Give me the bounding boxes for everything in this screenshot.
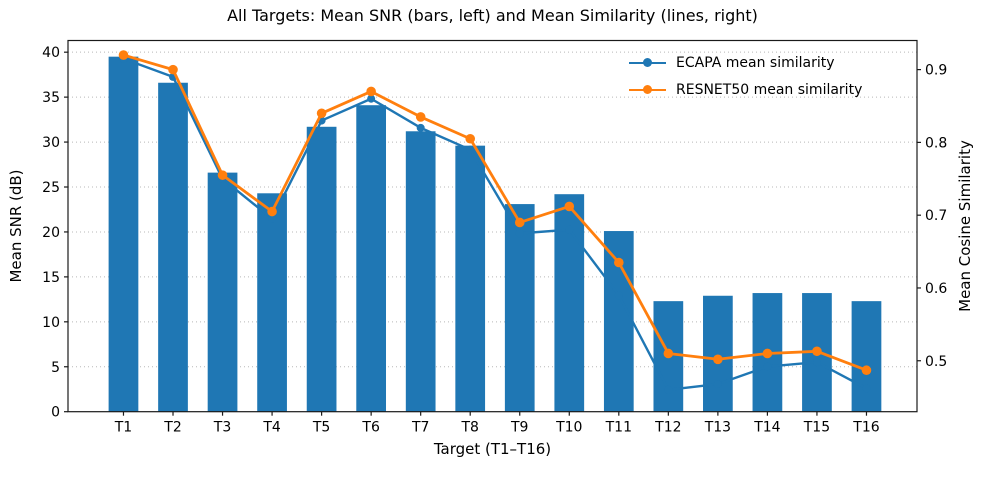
snr-bar-T16 <box>851 301 882 412</box>
ecapa-marker-T6 <box>367 94 376 103</box>
y-axis-label-right: Mean Cosine Similarity <box>956 140 974 312</box>
ecapa-marker-T4 <box>268 214 277 223</box>
x-axis-tick-label: T8 <box>460 420 478 436</box>
resnet50-marker-T3 <box>217 170 228 180</box>
ecapa-line <box>123 57 868 392</box>
ecapa-marker-T14 <box>763 362 772 371</box>
ecapa-marker-T16 <box>862 384 871 393</box>
plot-border <box>67 39 918 413</box>
left-axis-tick-label: 10 <box>42 315 60 331</box>
legend: ECAPA mean similarity RESNET50 mean simi… <box>629 49 862 103</box>
ecapa-marker-T7 <box>416 123 425 132</box>
x-axis-tick-label: T11 <box>605 420 632 436</box>
left-axis-tick-label: 5 <box>51 360 60 376</box>
ecapa-marker-T13 <box>713 380 722 389</box>
x-axis-label: Target (T1–T16) <box>433 440 552 458</box>
ecapa-marker-T12 <box>664 385 673 394</box>
x-axis-tick-label: T1 <box>114 420 132 436</box>
legend-label-ecapa: ECAPA mean similarity <box>676 54 835 71</box>
resnet50-marker-T9 <box>514 217 525 228</box>
ecapa-marker-T11 <box>614 291 623 300</box>
x-axis-tick-label: T14 <box>753 420 780 436</box>
ecapa-marker-T15 <box>812 358 821 367</box>
right-axis-tick-label: 0.9 <box>925 63 947 79</box>
left-axis-tick-label: 35 <box>42 90 60 106</box>
resnet50-line-sample-icon <box>629 85 666 95</box>
ecapa-marker-T8 <box>466 145 475 154</box>
chart-title: All Targets: Mean SNR (bars, left) and M… <box>227 6 758 25</box>
x-axis-tick-label: T15 <box>803 420 830 436</box>
resnet50-marker-T14 <box>762 348 773 359</box>
resnet50-marker-T8 <box>465 133 476 144</box>
right-axis-tick-label: 0.5 <box>925 354 947 370</box>
x-axis-tick-label: T7 <box>411 420 429 436</box>
left-axis-tick-label: 0 <box>51 405 60 421</box>
y-axis-label-left: Mean SNR (dB) <box>7 169 25 283</box>
resnet50-line <box>123 53 867 372</box>
resnet50-marker-T15 <box>812 346 822 357</box>
resnet50-marker-T4 <box>267 206 277 217</box>
right-axis-tick-label: 0.7 <box>925 208 947 224</box>
resnet50-marker-T5 <box>316 108 327 119</box>
right-axis-tick-label: 0.8 <box>925 135 947 151</box>
snr-bar-T9 <box>504 204 535 412</box>
resnet50-marker-T13 <box>713 354 723 365</box>
left-axis-tick-label: 30 <box>42 135 60 151</box>
ecapa-line-sample-icon <box>629 58 666 68</box>
legend-row-ecapa: ECAPA mean similarity <box>629 49 862 76</box>
snr-bar-T3 <box>207 172 238 412</box>
x-axis-tick-label: T3 <box>213 420 231 436</box>
right-axis-tick-label: 0.6 <box>925 281 947 297</box>
left-axis-tick-label: 20 <box>42 225 60 241</box>
left-axis-tick-label: 15 <box>42 270 60 286</box>
snr-bar-T6 <box>356 105 387 412</box>
resnet50-marker-T12 <box>663 348 674 359</box>
snr-bar-T4 <box>257 193 287 412</box>
x-axis-tick-label: T10 <box>555 420 582 436</box>
resnet50-marker-T6 <box>366 86 376 97</box>
left-axis-tick-label: 40 <box>42 45 60 61</box>
x-axis-tick-label: T9 <box>510 420 528 436</box>
x-axis-tick-label: T6 <box>361 420 380 436</box>
snr-bar-T1 <box>108 56 139 412</box>
x-axis-tick-label: T2 <box>163 420 181 436</box>
ecapa-marker-T9 <box>515 229 524 238</box>
legend-row-resnet50: RESNET50 mean similarity <box>629 76 862 103</box>
snr-bar-T8 <box>455 145 486 412</box>
resnet50-marker-T7 <box>415 112 426 122</box>
snr-bar-T5 <box>306 126 337 412</box>
resnet50-marker-T11 <box>614 257 624 268</box>
resnet50-marker-T2 <box>168 64 178 75</box>
x-axis-tick-label: T16 <box>852 420 879 436</box>
resnet50-marker-T10 <box>564 201 575 212</box>
x-axis-tick-label: T4 <box>262 420 281 436</box>
resnet50-marker-T1 <box>118 50 129 60</box>
resnet50-marker-T16 <box>861 365 872 376</box>
left-axis-tick-label: 25 <box>42 180 60 196</box>
x-axis-tick-label: T5 <box>312 420 330 436</box>
snr-bar-T13 <box>703 295 733 412</box>
legend-label-resnet50: RESNET50 mean similarity <box>676 81 863 98</box>
snr-bar-T2 <box>158 82 188 412</box>
ecapa-marker-T10 <box>565 225 574 234</box>
x-axis-tick-label: T13 <box>704 420 731 436</box>
x-axis-tick-label: T12 <box>654 420 681 436</box>
snr-bar-T7 <box>405 131 436 412</box>
